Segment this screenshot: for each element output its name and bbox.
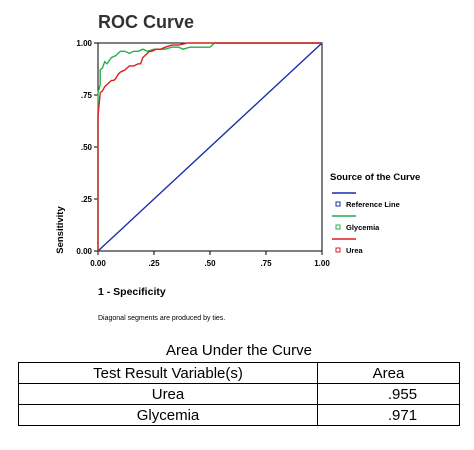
x-axis-ticks: 0.00 .25 .50 .75 1.00 — [90, 251, 330, 268]
y-axis-ticks: 0.00 .25 .50 .75 1.00 — [76, 39, 98, 256]
cell-area: .955 — [317, 383, 460, 405]
table-row: Glycemia .971 — [18, 404, 460, 426]
legend-label-urea: Urea — [346, 246, 364, 255]
legend-marker-urea — [335, 247, 341, 253]
series-layer — [97, 42, 323, 252]
cell-variable: Urea — [18, 383, 318, 405]
footnote: Diagonal segments are produced by ties. — [98, 315, 225, 322]
series-line-glycemia — [97, 42, 322, 251]
table-row: Urea .955 — [18, 383, 460, 405]
y-tick-label: 0.00 — [76, 247, 92, 256]
x-tick-label: .75 — [260, 259, 272, 268]
legend-label-reference-line: Reference Line — [346, 200, 400, 209]
series-line-reference-line — [97, 42, 323, 252]
column-header-area: Area — [317, 362, 460, 384]
legend-title: Source of the Curve — [330, 172, 420, 183]
x-tick-label: 0.00 — [90, 259, 106, 268]
legend-marker-glycemia — [335, 224, 341, 230]
y-tick-label: .75 — [81, 91, 93, 100]
y-axis-label: Sensitivity — [55, 206, 66, 254]
cell-area: .971 — [317, 404, 460, 426]
y-tick-label: .25 — [81, 195, 93, 204]
legend-marker-reference-line — [335, 201, 341, 207]
chart-title: ROC Curve — [98, 12, 194, 32]
auc-table-caption: Area Under the Curve — [166, 342, 312, 359]
legend: Source of the Curve Reference Line Glycem… — [330, 172, 420, 255]
y-tick-label: .50 — [81, 143, 93, 152]
x-tick-label: 1.00 — [314, 259, 330, 268]
table-header-row: Test Result Variable(s) Area — [18, 362, 460, 384]
series-line-urea — [97, 42, 322, 251]
y-tick-label: 1.00 — [76, 39, 92, 48]
cell-variable: Glycemia — [18, 404, 318, 426]
column-header-variable: Test Result Variable(s) — [18, 362, 318, 384]
auc-table: Test Result Variable(s) Area Urea .955 G… — [18, 362, 460, 426]
roc-chart: ROC Curve 0.00 .25 .50 .75 1.00 0.00 .25 .50 .7… — [55, 12, 420, 322]
legend-label-glycemia: Glycemia — [346, 223, 380, 232]
x-tick-label: .50 — [204, 259, 216, 268]
x-tick-label: .25 — [148, 259, 160, 268]
x-axis-label: 1 - Specificity — [98, 286, 166, 298]
